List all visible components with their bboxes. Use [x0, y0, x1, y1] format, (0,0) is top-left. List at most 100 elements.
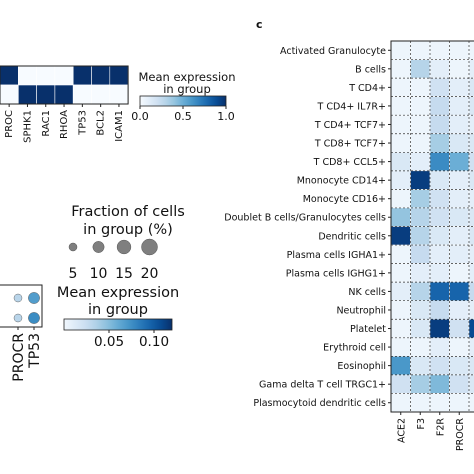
- heatmap-c-cell: [449, 337, 470, 357]
- heatmap-c-cell: [449, 189, 470, 209]
- heatmap-c-cell: [390, 40, 411, 60]
- size-legend-dot: [116, 239, 132, 255]
- heatmap-c-ytick-label: Dendritic cells: [318, 231, 386, 242]
- size-legend-dot: [141, 238, 158, 256]
- heatmap-c-cell: [410, 244, 431, 264]
- heatmap-c-cell: [410, 226, 431, 246]
- heatmap-c-cell: [449, 96, 470, 116]
- heatmap-c-cell: [390, 114, 411, 134]
- heatmap-a-xtick-label: RAC1: [41, 110, 52, 137]
- dotplot-dot: [28, 312, 40, 324]
- heatmap-a-cell: [36, 65, 56, 86]
- heatmap-c-ytick-label: Activated Granulocyte: [280, 46, 386, 57]
- heatmap-c-cell: [468, 337, 474, 357]
- heatmap-a-cell: [109, 65, 129, 86]
- dotplot-xtick-label: TP53: [27, 333, 43, 369]
- size-legend-label: 20: [141, 266, 159, 282]
- heatmap-c-cell: [468, 393, 474, 413]
- heatmap-c-cell: [429, 374, 450, 394]
- heatmap-a-xtick-label: SPHK1: [22, 110, 33, 143]
- heatmap-c-cell: [468, 152, 474, 172]
- colorbar-a-tick-label: 0.5: [174, 110, 192, 123]
- colorbar-b-label: in group: [88, 302, 148, 318]
- heatmap-c-cell: [449, 263, 470, 283]
- heatmap-c-ytick-label: Plasma cells IGHA1+: [287, 250, 386, 261]
- colorbar-a-tick-label: 0.0: [131, 110, 149, 123]
- heatmap-c-ytick-label: Doublet B cells/Granulocytes cells: [224, 213, 386, 224]
- heatmap-c-cell: [449, 226, 470, 246]
- heatmap-c-cell: [390, 337, 411, 357]
- heatmap-c-cell: [429, 207, 450, 227]
- heatmap-c-cell: [410, 114, 431, 134]
- heatmap-c-cell: [410, 207, 431, 227]
- heatmap-c-cell: [390, 170, 411, 190]
- heatmap-c-cell: [449, 300, 470, 320]
- heatmap-c-cell: [410, 77, 431, 97]
- heatmap-c-cell: [410, 59, 431, 79]
- heatmap-c-cell: [468, 244, 474, 264]
- heatmap-c-cell: [429, 152, 450, 172]
- heatmap-c-cell: [390, 226, 411, 246]
- heatmap-c-cell: [429, 393, 450, 413]
- heatmap-c-cell: [449, 77, 470, 97]
- size-legend-title: Fraction of cells: [71, 204, 185, 220]
- heatmap-a-xtick-label: BCL2: [96, 110, 107, 136]
- heatmap-c-xtick-label: ACE2: [396, 418, 407, 443]
- heatmap-c-cell: [429, 226, 450, 246]
- dotplot-dot: [13, 313, 23, 323]
- heatmap-c-ytick-label: T CD4+ IL7R+: [317, 101, 387, 112]
- heatmap-c-ytick-label: B cells: [355, 64, 386, 75]
- colorbar-a-label: Mean expression: [138, 70, 235, 84]
- heatmap-c-cell: [468, 96, 474, 116]
- heatmap-c-cell: [410, 356, 431, 376]
- heatmap-a-cell: [109, 84, 129, 105]
- heatmap-c-cell: [449, 133, 470, 153]
- dotplot-xtick-label: PROCR: [11, 333, 27, 382]
- heatmap-c-cell: [468, 374, 474, 394]
- heatmap-c-ytick-label: Plasma cells IGHG1+: [286, 268, 386, 279]
- size-legend-label: 10: [90, 266, 108, 282]
- heatmap-a-cell: [36, 84, 56, 105]
- colorbar-b-tick-label: 0.10: [139, 334, 169, 350]
- heatmap-c-cell: [390, 281, 411, 301]
- heatmap-c-cell: [429, 114, 450, 134]
- heatmap-c-cell: [410, 300, 431, 320]
- heatmap-c-cell: [429, 96, 450, 116]
- heatmap-a-xtick-label: RHOA: [59, 110, 70, 139]
- heatmap-c-cell: [390, 189, 411, 209]
- heatmap-a-cell: [72, 65, 92, 86]
- heatmap-c-cell: [449, 40, 470, 60]
- size-legend-dot: [68, 242, 78, 252]
- heatmap-c-cell: [429, 244, 450, 264]
- heatmap-c-cell: [410, 189, 431, 209]
- dotplot-frame: [0, 284, 43, 328]
- heatmap-c-cell: [410, 319, 431, 339]
- heatmap-c-ytick-label: Mnonocyte CD14+: [297, 176, 386, 187]
- size-legend-label: 5: [69, 266, 78, 282]
- heatmap-a-xtick-label: PROC: [4, 110, 15, 138]
- heatmap-c-cell: [390, 263, 411, 283]
- size-legend-title: in group (%): [83, 222, 173, 238]
- heatmap-c-cell: [390, 300, 411, 320]
- heatmap-c-cell: [449, 356, 470, 376]
- heatmap-c-ytick-label: T CD4+: [348, 83, 386, 94]
- heatmap-c-frame: [390, 40, 474, 413]
- heatmap-c-cell: [390, 319, 411, 339]
- heatmap-c-cell: [410, 263, 431, 283]
- heatmap-a-cell: [91, 84, 111, 105]
- heatmap-c-ytick-label: Gama delta T cell TRGC1+: [259, 380, 386, 391]
- heatmap-c-ytick-label: T CD8+ CCL5+: [313, 157, 386, 168]
- size-legend-dot: [92, 241, 105, 253]
- heatmap-c-cell: [449, 59, 470, 79]
- heatmap-c-cell: [429, 189, 450, 209]
- heatmap-c-cell: [410, 281, 431, 301]
- heatmap-c-cell: [429, 356, 450, 376]
- heatmap-c-ytick-label: T CD8+ TCF7+: [314, 139, 386, 150]
- dotplot-dot: [28, 292, 40, 304]
- heatmap-c-cell: [449, 152, 470, 172]
- heatmap-a-cell: [0, 65, 19, 86]
- heatmap-c-cell: [429, 281, 450, 301]
- heatmap-c-cell: [429, 77, 450, 97]
- heatmap-c-ytick-label: Erythroid cell: [323, 343, 386, 354]
- heatmap-a-cell: [72, 84, 92, 105]
